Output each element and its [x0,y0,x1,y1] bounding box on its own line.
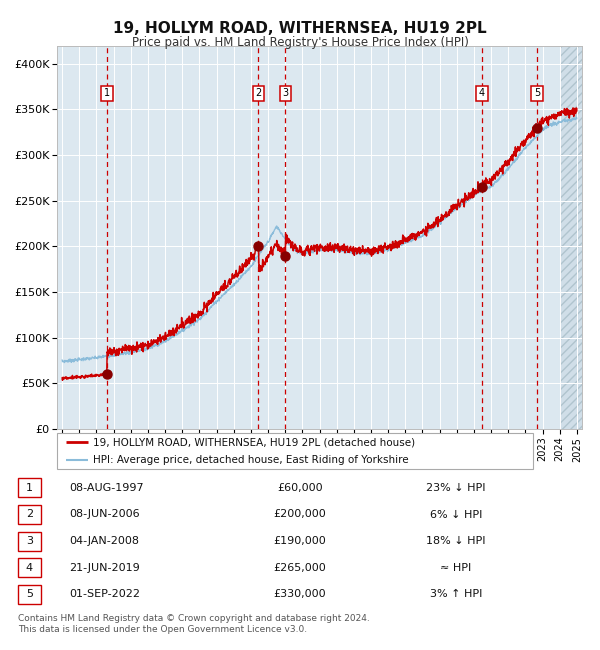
Text: £265,000: £265,000 [274,563,326,573]
Text: £190,000: £190,000 [274,536,326,546]
Text: 18% ↓ HPI: 18% ↓ HPI [426,536,486,546]
Text: £60,000: £60,000 [277,483,323,493]
Text: 19, HOLLYM ROAD, WITHERNSEA, HU19 2PL (detached house): 19, HOLLYM ROAD, WITHERNSEA, HU19 2PL (d… [93,437,415,447]
Text: 3: 3 [26,536,33,546]
Text: This data is licensed under the Open Government Licence v3.0.: This data is licensed under the Open Gov… [18,625,307,634]
FancyBboxPatch shape [58,433,533,469]
Text: 1: 1 [104,88,110,98]
Text: ≈ HPI: ≈ HPI [440,563,472,573]
Bar [560,46,582,429]
Text: 08-JUN-2006: 08-JUN-2006 [69,510,140,519]
Text: 5: 5 [534,88,540,98]
Text: £330,000: £330,000 [274,590,326,599]
Text: 1: 1 [26,483,33,493]
Text: 2: 2 [26,510,33,519]
Text: 08-AUG-1997: 08-AUG-1997 [69,483,143,493]
Text: 23% ↓ HPI: 23% ↓ HPI [426,483,486,493]
Text: 04-JAN-2008: 04-JAN-2008 [69,536,139,546]
Text: 3% ↑ HPI: 3% ↑ HPI [430,590,482,599]
Text: 6% ↓ HPI: 6% ↓ HPI [430,510,482,519]
Text: 2: 2 [255,88,262,98]
Text: 3: 3 [282,88,289,98]
Text: 4: 4 [26,563,33,573]
Text: £200,000: £200,000 [274,510,326,519]
Text: Price paid vs. HM Land Registry's House Price Index (HPI): Price paid vs. HM Land Registry's House … [131,36,469,49]
Text: 4: 4 [479,88,485,98]
Text: HPI: Average price, detached house, East Riding of Yorkshire: HPI: Average price, detached house, East… [93,455,409,465]
Text: 21-JUN-2019: 21-JUN-2019 [69,563,140,573]
Text: 01-SEP-2022: 01-SEP-2022 [69,590,140,599]
Text: 19, HOLLYM ROAD, WITHERNSEA, HU19 2PL: 19, HOLLYM ROAD, WITHERNSEA, HU19 2PL [113,21,487,36]
Bar [560,46,582,429]
Text: Contains HM Land Registry data © Crown copyright and database right 2024.: Contains HM Land Registry data © Crown c… [18,614,370,623]
Text: 5: 5 [26,590,33,599]
